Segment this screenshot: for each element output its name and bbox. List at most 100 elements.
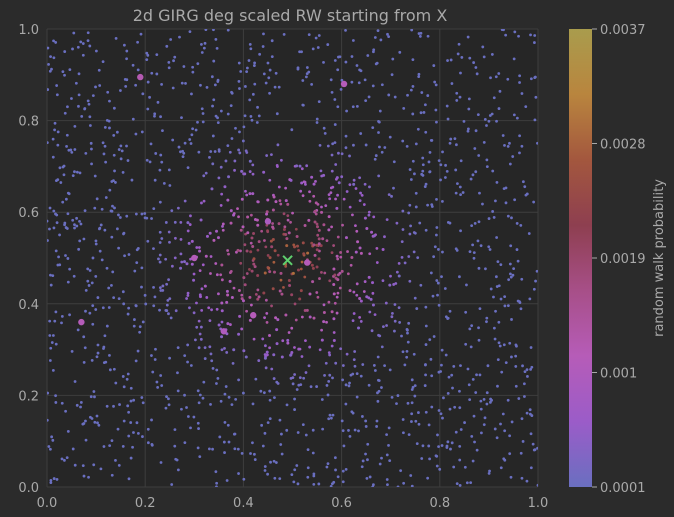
x-tick-label: 1.0: [528, 496, 549, 511]
data-point: [509, 475, 513, 479]
data-point: [401, 139, 405, 143]
data-point: [79, 401, 83, 404]
data-point: [262, 170, 266, 174]
data-point: [77, 72, 81, 76]
data-point: [365, 227, 369, 231]
data-point: [325, 320, 328, 324]
data-point: [388, 283, 392, 287]
data-point: [336, 257, 340, 261]
data-point: [196, 120, 199, 124]
data-point: [248, 159, 252, 163]
data-point: [358, 246, 362, 250]
x-tick-label: 0.8: [429, 496, 450, 511]
data-point: [471, 378, 475, 381]
data-point: [361, 415, 364, 418]
data-point: [474, 391, 478, 394]
data-point: [375, 61, 379, 65]
data-point: [334, 468, 337, 472]
data-point: [493, 427, 497, 431]
data-point: [159, 153, 163, 157]
y-tick-label: 0.8: [18, 115, 39, 130]
data-point: [263, 469, 267, 472]
data-point: [177, 145, 181, 149]
data-point: [190, 133, 194, 137]
data-point: [312, 316, 316, 320]
data-point: [90, 162, 93, 166]
data-point: [279, 202, 283, 206]
data-point: [355, 293, 359, 297]
data-point: [103, 144, 107, 148]
data-point: [312, 472, 316, 476]
data-point: [94, 274, 98, 278]
data-point: [341, 480, 345, 484]
data-point: [378, 109, 382, 113]
data-point: [78, 219, 81, 223]
data-point: [192, 415, 196, 419]
data-point: [241, 225, 245, 229]
data-point: [323, 131, 327, 135]
data-point: [352, 182, 356, 186]
data-point: [353, 428, 357, 432]
data-point: [199, 218, 203, 222]
data-point: [243, 85, 247, 88]
data-point: [129, 456, 133, 460]
data-point: [442, 396, 445, 400]
data-point: [186, 343, 190, 347]
data-point: [450, 441, 454, 445]
data-point: [367, 95, 371, 99]
data-point: [134, 304, 138, 307]
highlighted-point: [264, 218, 272, 225]
data-point: [344, 467, 348, 471]
data-point: [245, 193, 249, 197]
data-point: [324, 204, 328, 208]
data-point: [503, 304, 507, 308]
data-point: [360, 193, 364, 197]
data-point: [514, 343, 518, 347]
highlighted-points: [78, 73, 348, 335]
data-point: [306, 251, 310, 255]
data-point: [72, 274, 76, 278]
data-point: [484, 267, 487, 271]
data-point: [519, 451, 523, 455]
data-point: [367, 275, 371, 279]
data-point: [336, 278, 340, 282]
data-point: [205, 234, 209, 238]
data-point: [190, 92, 193, 96]
data-point: [239, 249, 242, 253]
data-point: [377, 119, 380, 123]
data-point: [199, 325, 203, 329]
data-point: [357, 81, 361, 85]
data-point: [495, 119, 498, 123]
data-point: [164, 257, 168, 261]
data-point: [319, 244, 323, 248]
data-point: [240, 451, 244, 455]
data-point: [297, 347, 301, 351]
data-point: [533, 118, 537, 122]
data-point: [202, 174, 206, 178]
data-point: [268, 91, 271, 95]
data-point: [158, 230, 162, 234]
data-point: [330, 344, 334, 348]
data-point: [449, 447, 452, 451]
data-point: [380, 83, 384, 87]
data-point: [401, 209, 405, 213]
data-point: [329, 485, 333, 487]
data-point: [190, 262, 194, 266]
data-point: [159, 374, 163, 377]
data-point: [173, 428, 177, 432]
data-point: [138, 330, 142, 334]
data-point: [254, 293, 258, 296]
data-point: [241, 139, 245, 143]
data-point: [61, 165, 65, 169]
data-point: [244, 189, 247, 193]
data-point: [117, 464, 121, 467]
data-point: [417, 72, 421, 76]
data-point: [112, 179, 115, 183]
data-point: [154, 152, 158, 155]
data-point: [452, 364, 456, 368]
data-point: [337, 273, 340, 277]
data-point: [348, 205, 352, 209]
data-point: [81, 42, 85, 45]
data-point: [354, 224, 357, 228]
grid-lines: [46, 28, 539, 488]
